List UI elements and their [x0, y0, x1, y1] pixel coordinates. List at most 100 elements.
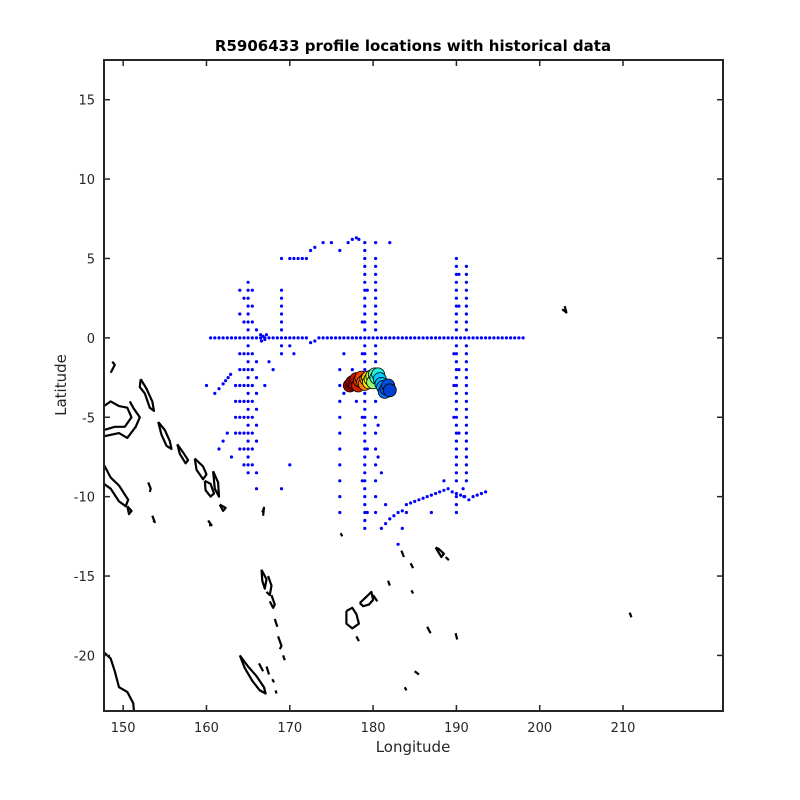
historical-point: [454, 376, 458, 380]
historical-point: [374, 320, 378, 324]
coastline-segment: [147, 481, 152, 493]
historical-point: [374, 352, 378, 356]
historical-point: [279, 320, 284, 324]
historical-point: [463, 336, 467, 340]
historical-point: [454, 360, 458, 364]
historical-point: [238, 399, 242, 403]
historical-point: [374, 447, 378, 451]
historical-point: [288, 256, 292, 261]
historical-point: [250, 431, 254, 435]
historical-point: [363, 455, 367, 459]
historical-point: [250, 304, 254, 308]
historical-point: [363, 407, 367, 411]
historical-point: [442, 488, 446, 492]
historical-point: [454, 288, 458, 292]
historical-point: [454, 423, 458, 427]
coastline-segment: [104, 464, 130, 508]
historical-point: [396, 336, 400, 340]
historical-point: [288, 344, 292, 348]
historical-point: [454, 510, 458, 515]
coastline-segment: [410, 589, 415, 595]
historical-point: [313, 245, 317, 249]
historical-point: [242, 447, 246, 451]
historical-point: [496, 336, 500, 340]
historical-point: [338, 336, 342, 340]
historical-point: [279, 312, 284, 316]
historical-point: [209, 336, 213, 340]
historical-point: [234, 415, 238, 419]
coastline-segment: [104, 651, 136, 711]
historical-point: [246, 312, 250, 316]
historical-point: [409, 336, 413, 340]
historical-point: [363, 439, 367, 443]
historical-point: [250, 447, 254, 451]
historical-point: [350, 237, 354, 241]
profile-point: [382, 383, 397, 398]
coastline-segment: [339, 532, 344, 537]
historical-point: [338, 495, 342, 499]
historical-point: [484, 336, 488, 340]
historical-point: [454, 391, 458, 395]
y-tick-label: -15: [74, 570, 95, 585]
historical-point: [238, 447, 242, 451]
historical-point: [246, 360, 250, 364]
historical-point: [338, 447, 342, 451]
y-tick-label: 15: [78, 94, 95, 109]
x-tick-label: 170: [277, 721, 302, 736]
historical-point: [404, 510, 408, 515]
historical-point: [374, 344, 378, 348]
historical-point: [234, 431, 238, 435]
axis-ticks: 150 160 170 180 190 200 210 15 10 5 0 -5 -10 -15 -20: [74, 60, 723, 736]
historical-point: [363, 431, 367, 435]
historical-point: [338, 431, 342, 435]
historical-point: [374, 415, 378, 419]
historical-point: [457, 368, 461, 372]
historical-point: [221, 382, 225, 386]
coastline-segment: [157, 421, 173, 451]
historical-point: [379, 336, 383, 340]
y-tick-label: 10: [78, 173, 95, 188]
historical-point: [429, 336, 433, 340]
historical-point: [363, 463, 367, 467]
coastline-segment: [109, 361, 116, 374]
y-tick-label: -5: [82, 411, 95, 426]
historical-point: [521, 336, 525, 340]
historical-point: [234, 336, 238, 340]
historical-point: [246, 447, 250, 451]
historical-point: [246, 376, 250, 380]
historical-point: [454, 383, 458, 388]
historical-point: [400, 509, 404, 513]
historical-point: [363, 264, 367, 268]
historical-point: [454, 495, 458, 499]
historical-point: [363, 288, 367, 292]
historical-point: [459, 493, 463, 497]
historical-point: [400, 526, 404, 531]
historical-point: [360, 415, 364, 419]
coastline-segment: [265, 666, 271, 675]
historical-point: [246, 415, 250, 419]
historical-point: [467, 336, 471, 340]
historical-point: [309, 341, 313, 345]
coastline-segment: [151, 515, 156, 524]
x-axis-label: Longitude: [376, 738, 451, 756]
historical-point: [338, 399, 342, 403]
historical-point: [250, 320, 254, 324]
historical-point: [246, 328, 250, 332]
historical-point: [363, 256, 367, 261]
historical-point: [454, 439, 458, 443]
historical-point: [446, 336, 450, 340]
historical-point: [250, 383, 254, 388]
historical-point: [457, 431, 461, 435]
historical-point: [259, 333, 263, 337]
historical-point: [371, 336, 375, 340]
historical-point: [238, 336, 242, 340]
historical-point: [374, 272, 378, 276]
historical-point: [229, 372, 233, 376]
historical-point: [363, 304, 367, 308]
historical-point: [354, 336, 358, 340]
historical-point: [450, 490, 454, 494]
coastline-segment: [104, 400, 141, 439]
historical-point: [263, 383, 267, 388]
historical-point: [396, 510, 400, 515]
historical-point: [492, 336, 496, 340]
